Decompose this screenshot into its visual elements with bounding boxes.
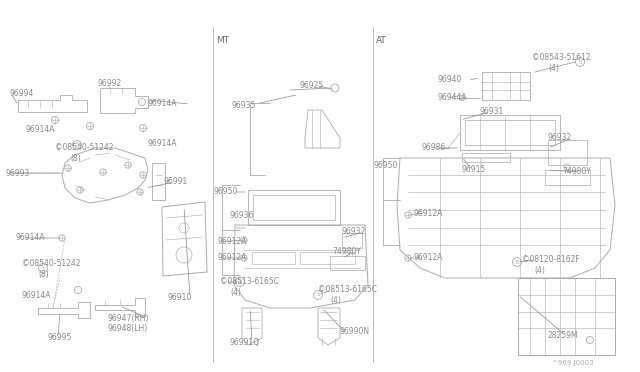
Text: 96992: 96992 — [97, 78, 121, 87]
Text: 96940: 96940 — [438, 76, 462, 84]
Text: 28259M: 28259M — [548, 330, 579, 340]
Text: ^969 J0003: ^969 J0003 — [552, 360, 594, 366]
Text: 96912A: 96912A — [218, 237, 248, 247]
Text: (8): (8) — [38, 269, 49, 279]
Text: S: S — [76, 142, 79, 148]
Text: 96925: 96925 — [300, 80, 324, 90]
Text: S: S — [579, 60, 582, 64]
Text: ©08513-6165C: ©08513-6165C — [220, 278, 279, 286]
Text: 96994: 96994 — [10, 89, 35, 97]
Text: ©08540-51242: ©08540-51242 — [55, 142, 113, 151]
Text: 96986: 96986 — [422, 144, 446, 153]
Text: 96935: 96935 — [232, 100, 257, 109]
Text: S: S — [239, 279, 241, 285]
Text: 96914A: 96914A — [148, 99, 177, 109]
Text: ©08543-51612: ©08543-51612 — [532, 52, 591, 61]
Text: 96948(LH): 96948(LH) — [107, 324, 147, 333]
Text: 96991Q: 96991Q — [229, 337, 259, 346]
Text: (4): (4) — [534, 266, 545, 276]
Text: 96915: 96915 — [462, 166, 486, 174]
Text: 96995: 96995 — [47, 333, 72, 341]
Text: S: S — [42, 266, 45, 270]
Text: AT: AT — [376, 36, 387, 45]
Text: 96914A: 96914A — [15, 234, 45, 243]
Text: ©08513-6165C: ©08513-6165C — [318, 285, 377, 295]
Text: 96950: 96950 — [214, 187, 238, 196]
Text: 96912A: 96912A — [218, 253, 248, 263]
Text: 96991: 96991 — [163, 177, 188, 186]
Text: 96914A: 96914A — [26, 125, 56, 135]
Text: 96932: 96932 — [342, 228, 366, 237]
Text: 96914A: 96914A — [148, 138, 177, 148]
Text: (4): (4) — [230, 288, 241, 296]
Text: 96912A: 96912A — [413, 208, 442, 218]
Text: ©08120-8162F: ©08120-8162F — [522, 256, 580, 264]
Text: 96944A: 96944A — [438, 93, 468, 103]
Text: 96932: 96932 — [548, 134, 572, 142]
Text: ©08540-51242: ©08540-51242 — [22, 259, 81, 267]
Text: 96910: 96910 — [168, 292, 192, 301]
Text: 96950: 96950 — [373, 160, 397, 170]
Text: S: S — [316, 292, 319, 298]
Text: (4): (4) — [548, 64, 559, 73]
Text: 74980Y: 74980Y — [562, 167, 591, 176]
Text: 96936: 96936 — [230, 212, 254, 221]
Text: 96912A: 96912A — [413, 253, 442, 263]
Text: 96914A: 96914A — [22, 292, 51, 301]
Text: 96947(RH): 96947(RH) — [107, 314, 148, 323]
Text: 96993: 96993 — [6, 169, 30, 177]
Text: MT: MT — [216, 36, 229, 45]
Text: 74980Y: 74980Y — [332, 247, 361, 257]
Text: (8): (8) — [70, 154, 81, 163]
Text: 96931: 96931 — [480, 108, 504, 116]
Text: (4): (4) — [330, 295, 341, 305]
Text: B: B — [515, 260, 518, 264]
Text: 96990N: 96990N — [340, 327, 370, 337]
